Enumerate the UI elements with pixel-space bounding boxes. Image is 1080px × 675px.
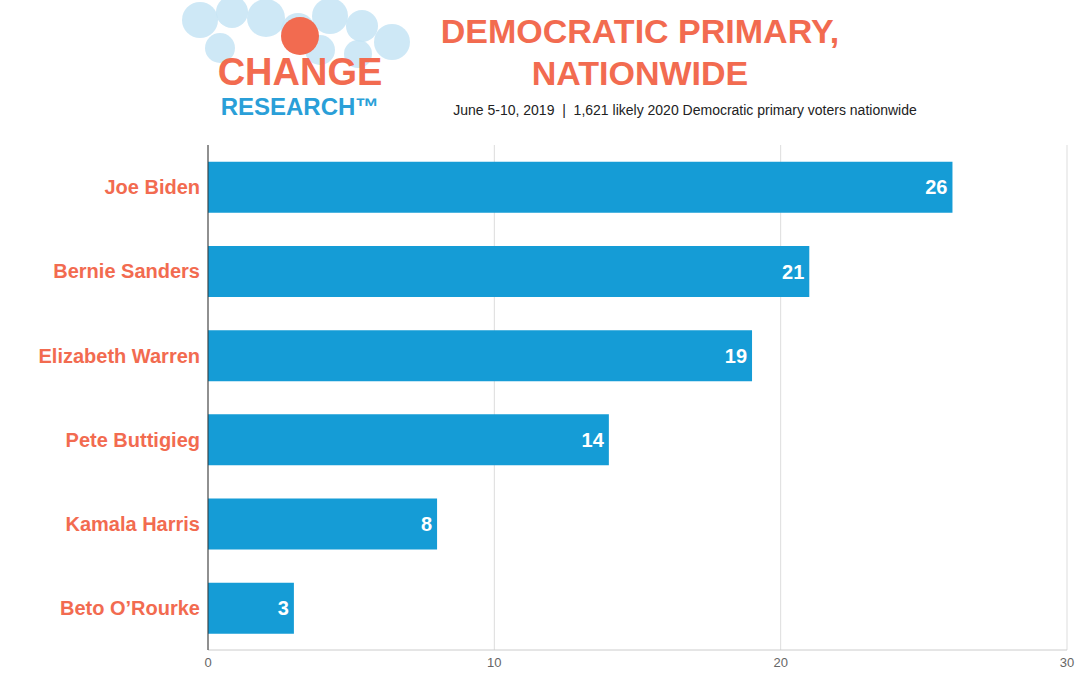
svg-text:Elizabeth Warren: Elizabeth Warren	[38, 345, 200, 367]
svg-text:Kamala Harris: Kamala Harris	[65, 513, 200, 535]
svg-text:0: 0	[204, 655, 211, 670]
svg-text:8: 8	[421, 513, 432, 535]
svg-text:30: 30	[1060, 655, 1072, 670]
svg-text:10: 10	[487, 655, 501, 670]
html-text:CHANGE: CHANGE	[217, 51, 383, 93]
svg-text:Bernie Sanders: Bernie Sanders	[53, 260, 200, 282]
svg-text:19: 19	[725, 345, 747, 367]
html-text:DEMOCRATIC PRIMARY, NATIONWIDE: DEMOCRATIC PRIMARY, NATIONWIDE	[440, 12, 840, 92]
html-text:RESEARCH™: RESEARCH™	[220, 93, 380, 120]
svg-text:21: 21	[782, 261, 804, 283]
svg-text:20: 20	[773, 655, 787, 670]
svg-text:Pete Buttigieg: Pete Buttigieg	[66, 429, 200, 451]
svg-text:26: 26	[925, 176, 947, 198]
svg-text:Beto O’Rourke: Beto O’Rourke	[60, 597, 200, 619]
svg-text:3: 3	[278, 597, 289, 619]
svg-text:Joe Biden: Joe Biden	[104, 176, 200, 198]
html-text:June 5-10, 2019 | 1,621 likely: June 5-10, 2019 | 1,621 likely 2020 Demo…	[453, 102, 917, 118]
svg-text:14: 14	[582, 429, 605, 451]
